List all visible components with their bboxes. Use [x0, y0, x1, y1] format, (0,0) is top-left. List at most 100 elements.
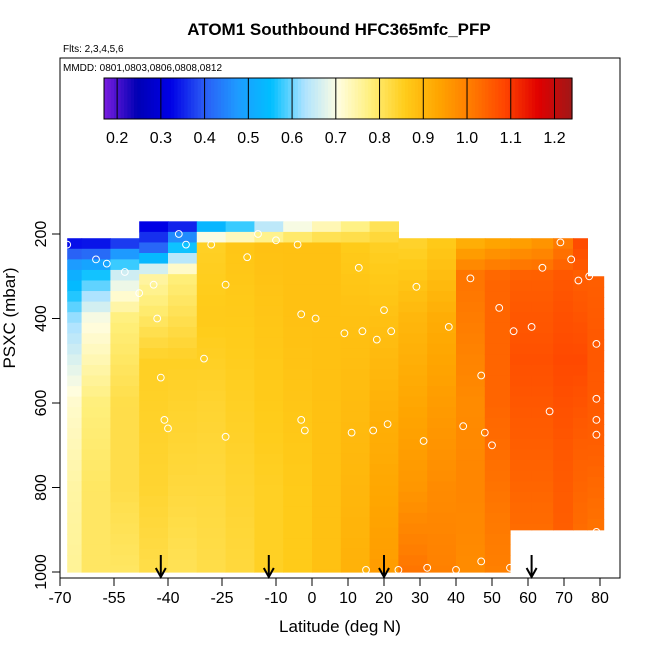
heat-cell: [139, 263, 169, 275]
heat-cell: [254, 527, 284, 539]
heat-cell: [168, 411, 198, 423]
heat-cell: [553, 491, 574, 503]
heat-cell: [312, 432, 342, 444]
colorbar-cell: [541, 78, 546, 119]
heat-cell: [587, 339, 605, 351]
heat-cell: [81, 470, 111, 482]
heat-cell: [369, 242, 399, 254]
heat-cell: [254, 453, 284, 465]
heat-cell: [340, 474, 371, 486]
sample-point: [102, 259, 111, 268]
heat-cell: [398, 364, 428, 377]
colorbar-cell: [338, 78, 342, 119]
sample-points: [63, 223, 601, 574]
heat-cell: [139, 358, 169, 370]
heat-cell: [81, 343, 111, 356]
y-tick-label: 400: [33, 305, 50, 332]
colorbar-cell: [438, 78, 443, 119]
colorbar-cell: [404, 78, 409, 119]
heat-cell: [427, 502, 457, 514]
heat-cell: [369, 274, 399, 286]
sample-point: [358, 327, 367, 336]
heat-cell: [531, 491, 554, 503]
heat-cell: [531, 386, 554, 398]
colorbar-cell: [388, 78, 393, 119]
heat-cell: [340, 274, 371, 286]
heat-cell: [139, 569, 169, 573]
sample-point: [394, 566, 403, 574]
heat-cell: [456, 417, 486, 429]
heat-cell: [312, 559, 342, 571]
heat-cell: [456, 364, 486, 377]
heat-cell: [110, 428, 140, 440]
heat-cell: [369, 400, 399, 413]
heat-cell: [110, 544, 140, 556]
heat-cell: [531, 502, 554, 514]
heat-cell: [369, 221, 399, 233]
heat-cell: [196, 305, 227, 317]
heat-cell: [427, 565, 457, 573]
heat-cell: [456, 386, 486, 398]
heat-cell: [254, 337, 284, 349]
heat-cell: [81, 259, 111, 271]
heat-cell: [110, 438, 140, 451]
heat-cell: [398, 438, 428, 451]
sample-point: [387, 327, 396, 336]
heat-cell: [168, 242, 198, 254]
heat-cell: [110, 481, 140, 493]
heat-cell: [225, 517, 255, 529]
heat-cell: [283, 253, 313, 265]
heat-cell: [139, 548, 169, 560]
heat-cell: [168, 527, 198, 539]
heat-cell: [484, 470, 511, 482]
heat-cell: [427, 238, 457, 250]
heat-cell: [369, 316, 399, 328]
colorbar-cell: [358, 78, 362, 119]
heat-cell: [312, 390, 342, 402]
colorbar-cell: [348, 78, 352, 119]
heat-cell: [81, 491, 111, 503]
heat-cell: [484, 417, 511, 429]
heat-cell: [196, 432, 227, 444]
heat-cell: [587, 381, 605, 394]
heat-cell: [369, 527, 399, 539]
heat-cell: [398, 555, 428, 567]
heat-cell: [139, 221, 169, 233]
heat-cell: [398, 417, 428, 429]
heat-cell: [81, 396, 111, 408]
heat-cell: [573, 460, 588, 472]
heat-cell: [168, 390, 198, 402]
heat-cell: [369, 506, 399, 518]
heat-cell: [398, 460, 428, 472]
heat-cell: [340, 316, 371, 328]
sample-point: [480, 428, 489, 437]
colorbar-cell: [214, 78, 219, 119]
colorbar-cell: [444, 78, 449, 119]
heat-cell: [110, 280, 140, 292]
heat-cell: [427, 364, 457, 377]
heat-cell: [427, 523, 457, 535]
heat-cell: [456, 322, 486, 334]
sample-point: [311, 314, 320, 323]
heat-cell: [573, 364, 588, 377]
heat-cell: [484, 269, 511, 282]
heat-cell: [283, 221, 313, 233]
heat-cell: [168, 263, 198, 275]
heat-cell: [110, 565, 140, 573]
heat-cell: [398, 565, 428, 573]
heat-cell: [110, 343, 140, 356]
heat-cell: [531, 396, 554, 408]
heat-cell: [168, 474, 198, 486]
heat-cell: [139, 464, 169, 476]
heat-cell: [67, 396, 83, 408]
heat-cell: [369, 326, 399, 339]
heat-cell: [510, 354, 533, 366]
heat-cell: [573, 354, 588, 366]
heat-cell: [398, 259, 428, 271]
heat-cell: [81, 407, 111, 419]
sample-point: [412, 282, 421, 291]
flight-marker-head: [154, 567, 167, 580]
heat-cell: [283, 443, 313, 455]
heat-cell: [196, 221, 227, 233]
heat-cell: [456, 491, 486, 503]
